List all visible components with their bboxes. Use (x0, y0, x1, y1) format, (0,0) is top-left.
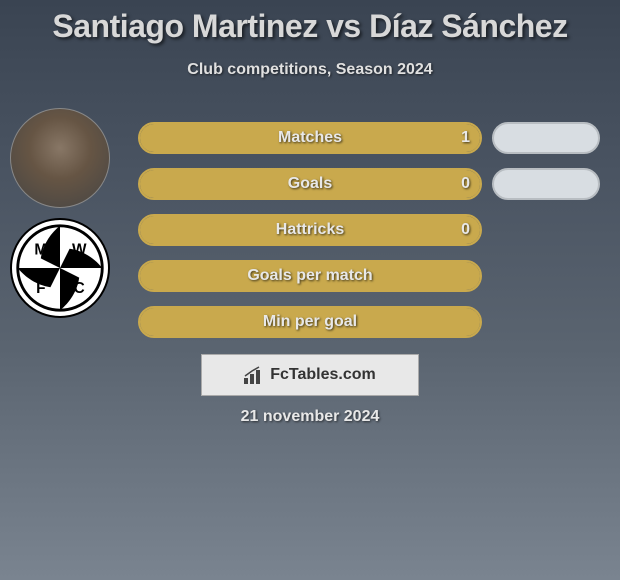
svg-text:C: C (74, 280, 85, 297)
avatars-column: M W F C (10, 108, 110, 328)
player1-avatar (10, 108, 110, 208)
page-subtitle: Club competitions, Season 2024 (0, 61, 620, 79)
footer-date: 21 november 2024 (0, 408, 620, 426)
stat-value: 0 (461, 221, 470, 239)
stat-bars: Matches 1 Goals 0 Hattricks 0 Goals per match M… (138, 122, 482, 352)
svg-text:W: W (72, 242, 87, 259)
stat-bar-goals: Goals 0 (138, 168, 482, 200)
watermark: FcTables.com (201, 354, 419, 396)
svg-text:F: F (36, 280, 45, 297)
stat-bar-min-per-goal: Min per goal (138, 306, 482, 338)
stat-bar-goals-per-match: Goals per match (138, 260, 482, 292)
stat-label: Goals per match (247, 267, 372, 285)
page-title: Santiago Martinez vs Díaz Sánchez (0, 0, 620, 45)
player2-pill (492, 168, 600, 200)
stat-bar-hattricks: Hattricks 0 (138, 214, 482, 246)
player2-club-logo: M W F C (10, 218, 110, 318)
watermark-text: FcTables.com (270, 366, 376, 384)
svg-text:M: M (34, 242, 47, 259)
chart-icon (244, 366, 264, 384)
stat-value: 0 (461, 175, 470, 193)
stat-label: Goals (288, 175, 332, 193)
stat-value: 1 (461, 129, 470, 147)
stat-label: Matches (278, 129, 342, 147)
player2-pills (492, 122, 600, 352)
player2-pill (492, 122, 600, 154)
stat-bar-matches: Matches 1 (138, 122, 482, 154)
stat-label: Min per goal (263, 313, 357, 331)
stat-label: Hattricks (276, 221, 344, 239)
